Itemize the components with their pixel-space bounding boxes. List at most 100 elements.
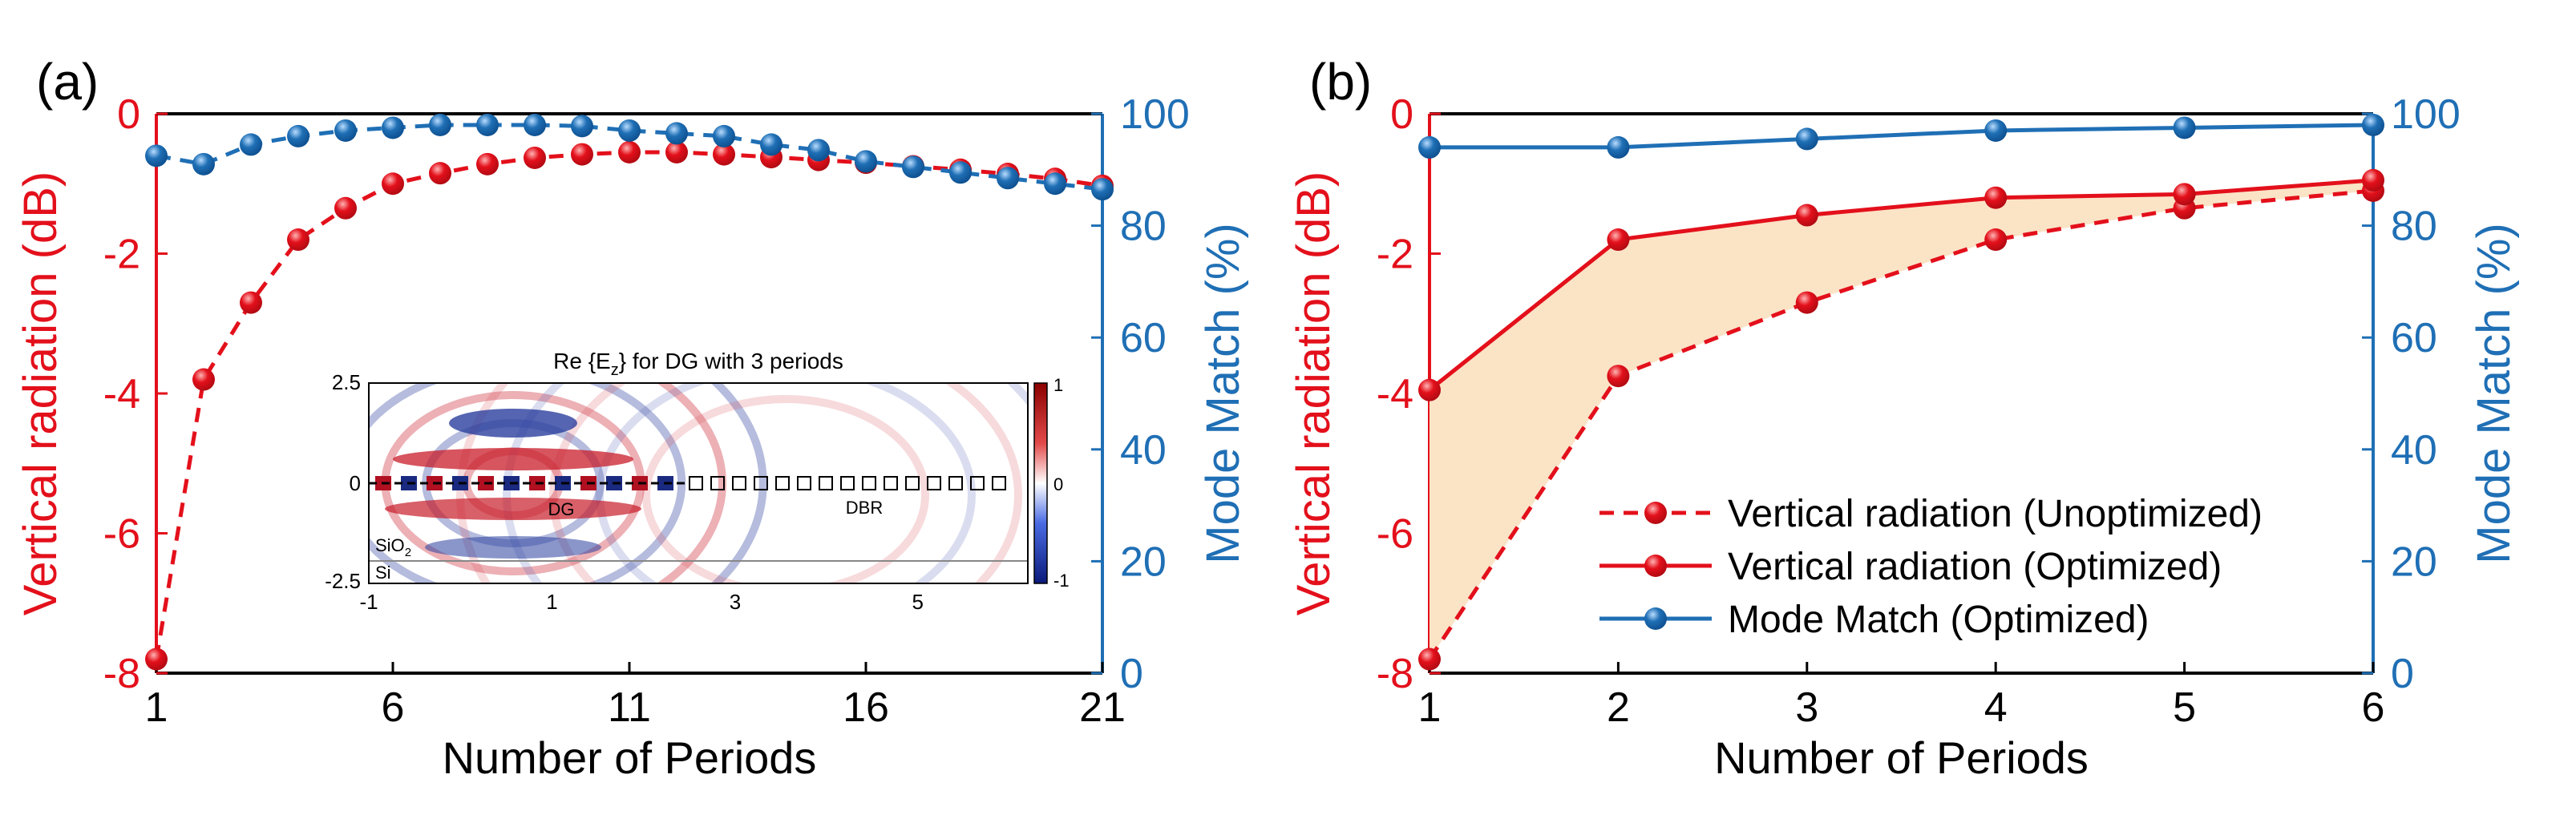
data-point <box>1795 291 1818 314</box>
dbr-tooth <box>862 476 876 490</box>
x-tick-label: 11 <box>608 684 651 731</box>
dbr-tooth <box>840 476 855 490</box>
data-point <box>382 116 404 139</box>
legend-marker <box>1644 555 1667 577</box>
data-point <box>1984 186 2008 209</box>
inset-label-dg: DG <box>548 499 575 519</box>
dbr-tooth <box>710 476 725 490</box>
y-left-tick-label: -6 <box>103 511 140 558</box>
data-point <box>902 155 924 179</box>
y-left-tick-label: -8 <box>103 651 140 697</box>
legend-label: Vertical radiation (Unoptimized) <box>1728 493 2263 535</box>
y-left-tick-label: -4 <box>1377 371 1413 418</box>
x-tick-label: 1 <box>145 684 168 731</box>
x-tick-label: 16 <box>843 684 889 731</box>
x-tick-label: 5 <box>2173 684 2196 731</box>
y-right-tick-label: 80 <box>2391 204 2437 250</box>
data-point <box>240 291 262 314</box>
y-right-axis-label: Mode Match (%) <box>2468 223 2520 563</box>
data-point <box>334 196 357 220</box>
y-left-axis-label: Vertical radiation (dB) <box>1288 171 1340 615</box>
y-right-tick-label: 0 <box>2391 651 2414 697</box>
data-point <box>429 162 451 185</box>
dbr-tooth <box>992 476 1006 490</box>
data-point <box>760 133 783 156</box>
data-point <box>1418 647 1441 671</box>
field-lobe <box>385 498 641 520</box>
legend-marker <box>1644 502 1667 524</box>
data-point <box>1607 228 1630 252</box>
data-point <box>618 119 641 142</box>
inset-label-si: Si <box>375 563 391 583</box>
field-wave <box>503 383 1028 583</box>
y-right-tick-label: 20 <box>1120 539 1167 585</box>
y-right-tick-label: 0 <box>1120 651 1143 697</box>
x-tick-label: 6 <box>382 684 405 731</box>
data-point <box>524 146 546 169</box>
x-axis-label: Number of Periods <box>443 732 817 783</box>
x-axis-label: Number of Periods <box>1714 732 2089 783</box>
inset-title-rest: } for DG with 3 periods <box>619 349 843 373</box>
data-point <box>1607 135 1630 159</box>
panel-label: (b) <box>1309 53 1372 111</box>
y-right-tick-label: 40 <box>1120 427 1167 474</box>
data-point <box>1607 365 1630 388</box>
data-point <box>2362 168 2384 192</box>
data-point <box>1044 172 1066 196</box>
field-wave <box>596 383 976 583</box>
data-point <box>1091 178 1114 201</box>
field-lobe <box>393 448 633 470</box>
dbr-tooth <box>948 476 963 490</box>
data-point <box>571 115 593 138</box>
data-point <box>382 172 404 196</box>
x-tick-label: 6 <box>2362 684 2385 731</box>
data-point <box>2173 183 2196 206</box>
data-point <box>1984 119 2008 142</box>
inset-x-tick-label: 5 <box>912 590 923 614</box>
inset-label-dbr: DBR <box>846 498 883 518</box>
y-right-tick-label: 80 <box>1120 204 1167 250</box>
inset-frame <box>368 382 1029 584</box>
series-line <box>1427 188 2374 660</box>
x-tick-label: 4 <box>1984 684 2008 731</box>
y-left-tick-label: -2 <box>1377 232 1413 278</box>
legend-marker <box>1644 607 1667 630</box>
inset-x-tick-label: 1 <box>546 590 557 614</box>
data-point <box>1418 378 1441 401</box>
data-point <box>2362 113 2384 136</box>
dbr-tooth <box>754 476 768 490</box>
y-right-tick-label: 20 <box>2391 539 2437 585</box>
sio2-main: SiO <box>375 535 405 555</box>
dbr-tooth <box>732 476 746 490</box>
field-map <box>369 383 1028 583</box>
data-point <box>334 119 357 142</box>
data-point <box>1795 127 1818 151</box>
y-right-axis-label: Mode Match (%) <box>1197 223 1249 563</box>
x-tick-label: 1 <box>1418 684 1442 731</box>
x-tick-label: 2 <box>1607 684 1630 731</box>
data-point <box>713 124 735 147</box>
series-line <box>156 123 1103 192</box>
data-point <box>524 113 546 136</box>
y-right-tick-label: 100 <box>2391 91 2461 138</box>
colorbar <box>1033 382 1048 584</box>
dbr-tooth <box>819 476 833 490</box>
y-right-tick-label: 100 <box>1120 91 1190 138</box>
data-point <box>855 150 877 173</box>
data-point <box>145 647 168 671</box>
data-point <box>240 133 262 156</box>
x-tick-label: 21 <box>1079 684 1126 731</box>
inset-y-tick-label: -2.5 <box>325 569 361 593</box>
data-point <box>997 167 1019 190</box>
inset-title-main: Re {E <box>553 349 611 373</box>
data-point <box>949 161 972 184</box>
data-point <box>287 228 309 252</box>
dbr-tooth <box>970 476 985 490</box>
improvement-area <box>1430 180 2373 660</box>
field-lobe <box>425 536 601 559</box>
data-point <box>713 143 735 166</box>
data-point <box>2173 116 2196 139</box>
data-point <box>287 124 309 147</box>
